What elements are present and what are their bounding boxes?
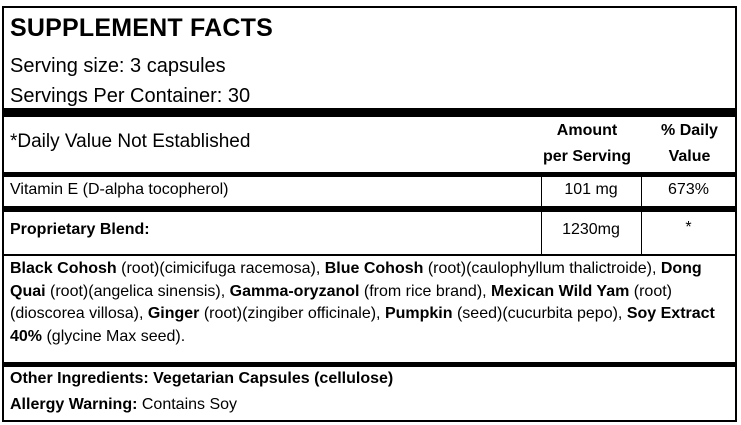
ingredient-name: Blue Cohosh bbox=[324, 260, 424, 277]
thin-divider-blend bbox=[4, 254, 735, 256]
ingredient-name: Pumpkin bbox=[384, 305, 453, 322]
amount-per-serving-header: Amount per Serving bbox=[532, 118, 642, 170]
nutrient-amount: 101 mg bbox=[564, 181, 618, 198]
thick-divider-header bbox=[4, 172, 735, 177]
ingredient-detail: (from rice brand), bbox=[359, 282, 492, 300]
supplement-facts-panel: SUPPLEMENT FACTS Serving size: 3 capsule… bbox=[2, 6, 737, 422]
ingredient-detail: (root)(dioscorea villosa), bbox=[10, 282, 672, 323]
column-divider-dv bbox=[641, 173, 642, 255]
dv-header-line2: Value bbox=[668, 148, 711, 165]
ingredient-name: Black Cohosh bbox=[10, 260, 117, 277]
blend-ingredients: Black Cohosh (root)(cimicifuga racemosa)… bbox=[10, 258, 730, 348]
amount-header-line2: per Serving bbox=[542, 148, 632, 165]
other-ingredients: Other Ingredients: Vegetarian Capsules (… bbox=[10, 370, 394, 387]
nutrient-name: Vitamin E (D-alpha tocopherol) bbox=[10, 181, 229, 198]
allergy-warning: Allergy Warning: Contains Soy bbox=[10, 396, 237, 414]
serving-size: Serving size: 3 capsules bbox=[10, 55, 226, 77]
allergy-label: Allergy Warning: bbox=[10, 396, 138, 413]
ingredient-detail: (root)(zingiber officinale), bbox=[199, 305, 385, 322]
dv-header-line1: % Daily bbox=[661, 122, 718, 139]
panel-title: SUPPLEMENT FACTS bbox=[10, 14, 273, 42]
ingredient-name: Gamma-oryzanol bbox=[229, 282, 360, 300]
daily-value-note: *Daily Value Not Established bbox=[10, 131, 251, 152]
nutrient-daily-value: 673% bbox=[668, 181, 709, 198]
ingredient-name: Ginger bbox=[147, 305, 200, 322]
ingredient-detail: (root)(caulophyllum thalictroide), bbox=[423, 260, 661, 277]
ingredient-name: Soy Extract 40% bbox=[10, 305, 715, 345]
ingredient-name: Mexican Wild Yam bbox=[491, 282, 630, 300]
ingredient-name: Dong Quai bbox=[10, 260, 702, 300]
allergy-text: Contains Soy bbox=[137, 396, 238, 413]
thick-divider-bottom bbox=[4, 362, 735, 367]
amount-header-line1: Amount bbox=[556, 122, 618, 139]
blend-amount: 1230mg bbox=[562, 221, 620, 238]
blend-name: Proprietary Blend: bbox=[10, 221, 150, 238]
ingredient-detail: (root)(cimicifuga racemosa), bbox=[116, 260, 325, 277]
column-divider-amount bbox=[541, 173, 542, 255]
ingredient-detail: (seed)(cucurbita pepo), bbox=[452, 305, 627, 322]
daily-value-header: % Daily Value bbox=[644, 118, 735, 170]
servings-per-container: Servings Per Container: 30 bbox=[10, 85, 251, 107]
thick-divider-row bbox=[4, 206, 735, 212]
ingredient-detail: (glycine Max seed). bbox=[42, 327, 186, 345]
ingredient-detail: (root)(angelica sinensis), bbox=[45, 282, 230, 300]
thick-divider-top bbox=[4, 108, 735, 117]
blend-daily-value: * bbox=[685, 219, 692, 236]
